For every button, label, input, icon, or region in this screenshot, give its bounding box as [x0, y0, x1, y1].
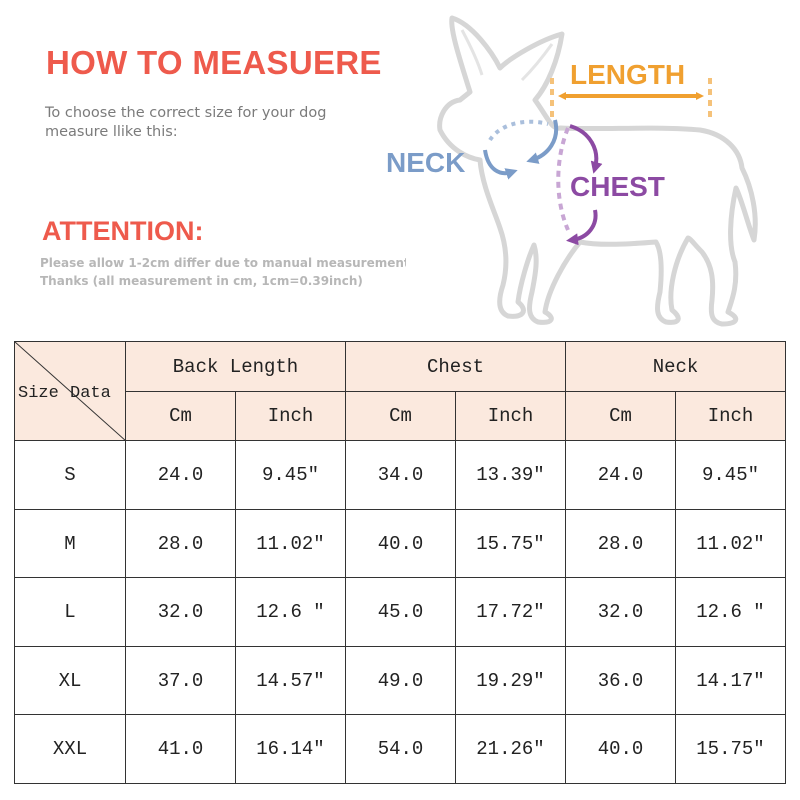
table-cell: 14.17″	[675, 646, 786, 715]
unit-header: Inch	[455, 391, 566, 441]
neck-label: NECK	[386, 147, 465, 178]
table-cell: 24.0	[125, 440, 236, 510]
table-cell: 12.6 ″	[675, 577, 786, 647]
attention-note-1: Please allow 1-2cm differ due to manual …	[40, 256, 406, 270]
unit-header: Cm	[565, 391, 676, 441]
table-cell: 41.0	[125, 714, 236, 784]
size-cell: M	[14, 509, 126, 578]
unit-header: Cm	[345, 391, 456, 441]
chest-label: CHEST	[570, 171, 665, 202]
instruction-line-2: measure llike this:	[45, 124, 178, 140]
size-chart-table: Size Data Back Length Chest Neck Cm Inch…	[14, 341, 786, 784]
table-cell: 32.0	[565, 577, 676, 647]
table-cell: 9.45″	[675, 440, 786, 510]
length-label: LENGTH	[570, 59, 685, 90]
instruction-line-1: To choose the correct size for your dog	[45, 105, 327, 121]
table-row: XL 37.0 14.57″ 49.0 19.29″ 36.0 14.17″	[14, 646, 786, 715]
table-row: S 24.0 9.45″ 34.0 13.39″ 24.0 9.45″	[14, 440, 786, 510]
table-cell: 11.02″	[675, 509, 786, 578]
size-cell: XL	[14, 646, 126, 715]
table-cell: 32.0	[125, 577, 236, 647]
group-header-back-length: Back Length	[125, 341, 346, 392]
table-cell: 24.0	[565, 440, 676, 510]
table-cell: 37.0	[125, 646, 236, 715]
table-cell: 15.75″	[455, 509, 566, 578]
table-cell: 36.0	[565, 646, 676, 715]
attention-note-2: Thanks (all measurement in cm, 1cm=0.39i…	[40, 274, 363, 288]
table-cell: 16.14″	[235, 714, 346, 784]
table-cell: 28.0	[565, 509, 676, 578]
size-cell: XXL	[14, 714, 126, 784]
table-row: L 32.0 12.6 ″ 45.0 17.72″ 32.0 12.6 ″	[14, 577, 786, 647]
table-cell: 28.0	[125, 509, 236, 578]
table-cell: 17.72″	[455, 577, 566, 647]
table-cell: 54.0	[345, 714, 456, 784]
unit-header: Cm	[125, 391, 236, 441]
table-cell: 40.0	[565, 714, 676, 784]
table-cell: 11.02″	[235, 509, 346, 578]
table-row: M 28.0 11.02″ 40.0 15.75″ 28.0 11.02″	[14, 509, 786, 578]
table-cell: 34.0	[345, 440, 456, 510]
unit-header: Inch	[675, 391, 786, 441]
dog-measurement-diagram: LENGTH NECK CHEST	[386, 15, 758, 327]
attention-heading: ATTENTION:	[42, 216, 204, 246]
diagonal-divider	[15, 342, 125, 440]
size-cell: L	[14, 577, 126, 647]
table-cell: 13.39″	[455, 440, 566, 510]
table-cell: 12.6 ″	[235, 577, 346, 647]
table-cell: 45.0	[345, 577, 456, 647]
page-title: HOW TO MEASUERE	[46, 44, 382, 81]
group-header-neck: Neck	[565, 341, 786, 392]
table-cell: 21.26″	[455, 714, 566, 784]
table-cell: 40.0	[345, 509, 456, 578]
unit-header: Inch	[235, 391, 346, 441]
group-header-chest: Chest	[345, 341, 566, 392]
size-cell: S	[14, 440, 126, 510]
table-row: XXL 41.0 16.14″ 54.0 21.26″ 40.0 15.75″	[14, 714, 786, 784]
corner-data-label: Data	[70, 384, 111, 403]
table-cell: 15.75″	[675, 714, 786, 784]
corner-size-label: Size	[18, 384, 59, 403]
size-data-corner-header: Size Data	[14, 341, 126, 441]
table-cell: 9.45″	[235, 440, 346, 510]
table-cell: 14.57″	[235, 646, 346, 715]
table-cell: 49.0	[345, 646, 456, 715]
table-cell: 19.29″	[455, 646, 566, 715]
